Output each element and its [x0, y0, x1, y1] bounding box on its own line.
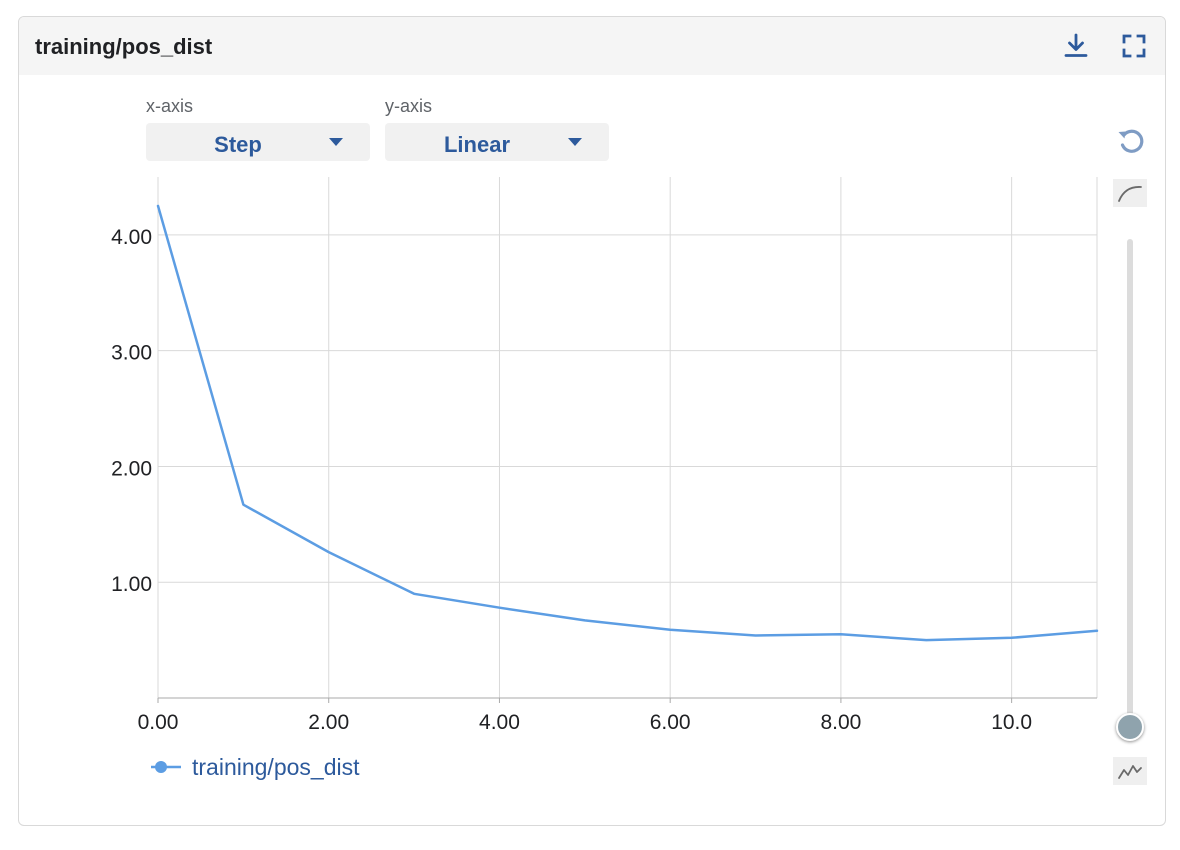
raw-data-toggle-button[interactable]: [1113, 757, 1147, 785]
smoothing-curve-icon: [1118, 186, 1142, 202]
smoothing-toggle-button[interactable]: [1113, 179, 1147, 207]
card-header: training/pos_dist: [19, 17, 1165, 75]
y-tick-label-2: 3.00: [111, 342, 152, 365]
legend-swatch: [151, 761, 181, 773]
x-tick-label-2: 4.00: [479, 711, 520, 734]
caret-down-icon: [328, 137, 344, 147]
raw-data-icon: [1118, 765, 1142, 779]
x-axis-dropdown[interactable]: Step: [146, 123, 370, 161]
download-button[interactable]: [1061, 31, 1091, 61]
y-axis-dropdown[interactable]: Linear: [385, 123, 609, 161]
data-point-6: [668, 628, 672, 632]
chart-tick-labels: 0.00 2.00 4.00 6.00 8.00 10.0 1.00 2.00 3.00 4.00: [111, 226, 1032, 734]
fullscreen-button[interactable]: [1119, 31, 1149, 61]
data-point-5: [583, 618, 587, 622]
legend-label: training/pos_dist: [192, 754, 360, 780]
smoothing-slider-thumb[interactable]: [1116, 713, 1144, 741]
x-axis-control-label: x-axis: [146, 96, 194, 116]
y-tick-label-3: 4.00: [111, 226, 152, 249]
x-tick-label-1: 2.00: [308, 711, 349, 734]
x-tick-label-3: 6.00: [650, 711, 691, 734]
y-tick-label-1: 2.00: [111, 457, 152, 480]
series-line-0: [156, 204, 1099, 642]
chart-grid: [157, 177, 1098, 698]
card-title: training/pos_dist: [35, 34, 213, 59]
caret-down-icon: [567, 137, 583, 147]
data-point-9: [924, 638, 928, 642]
data-point-0: [156, 204, 160, 208]
smoothing-slider[interactable]: [1116, 239, 1144, 741]
x-tick-label-0: 0.00: [138, 711, 179, 734]
data-point-4: [497, 606, 501, 610]
y-tick-label-0: 1.00: [111, 573, 152, 596]
fullscreen-icon: [1122, 34, 1146, 58]
data-point-1: [241, 503, 245, 507]
reset-zoom-button[interactable]: [1115, 125, 1147, 157]
y-axis-control-label: y-axis: [385, 96, 433, 116]
x-tick-label-5: 10.0: [991, 711, 1032, 734]
x-tick-label-4: 8.00: [820, 711, 861, 734]
data-point-7: [754, 633, 758, 637]
reset-zoom-icon: [1118, 129, 1144, 153]
chart-series: [156, 204, 1099, 642]
chart-card: training/pos_dist x-axis Step y-axis Lin…: [18, 16, 1166, 826]
line-chart: 0.00 2.00 4.00 6.00 8.00 10.0 1.00 2.00 3.00 4.00: [111, 177, 1099, 734]
y-axis-selected-value: Linear: [443, 132, 511, 157]
data-point-3: [412, 592, 416, 596]
x-axis-selected-value: Step: [214, 132, 262, 157]
data-point-8: [839, 632, 843, 636]
data-point-11: [1095, 629, 1099, 633]
chart-axes: [157, 697, 1097, 703]
download-icon: [1064, 33, 1088, 57]
data-point-2: [327, 550, 331, 554]
data-point-10: [1010, 636, 1014, 640]
